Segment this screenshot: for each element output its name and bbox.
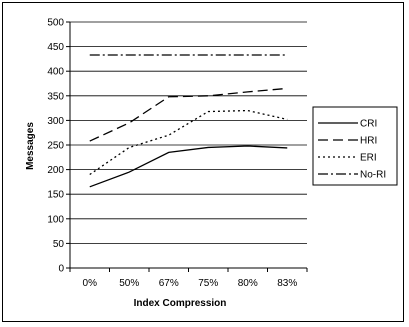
legend: CRI HRI ERI No-RI — [312, 106, 398, 186]
series-line-cri — [89, 145, 288, 188]
x-tick-label: 67% — [159, 278, 179, 289]
y-tick-label: 450 — [47, 42, 64, 53]
y-axis-label: Messages — [25, 122, 36, 170]
x-tick-label: 50% — [119, 278, 139, 289]
y-tick-labels: 0 50 100 150 200 250 300 350 400 450 500 — [47, 18, 64, 275]
legend-box — [312, 106, 398, 186]
series-lines — [89, 54, 288, 188]
series-line-eri — [89, 109, 288, 176]
y-tick-label: 100 — [47, 214, 64, 225]
legend-label-hri: HRI — [360, 136, 377, 147]
x-tick-labels: 0% 50% 67% 75% 80% 83% — [83, 278, 298, 289]
x-axis-label: Index Compression — [134, 298, 227, 309]
y-tick-label: 0 — [58, 264, 64, 275]
y-tick-label: 50 — [53, 239, 65, 250]
x-tick-label: 75% — [198, 278, 218, 289]
legend-label-no-ri: No-RI — [360, 170, 386, 181]
x-tick-label: 83% — [277, 278, 297, 289]
grid-lines — [70, 21, 307, 244]
axes — [66, 21, 308, 272]
y-tick-label: 200 — [47, 165, 64, 176]
y-tick-label: 400 — [47, 67, 64, 78]
legend-label-cri: CRI — [360, 119, 377, 130]
series-line-hri — [89, 87, 288, 142]
y-tick-label: 300 — [47, 116, 64, 127]
y-tick-label: 150 — [47, 190, 64, 201]
x-tick-label: 80% — [238, 278, 258, 289]
legend-label-eri: ERI — [360, 153, 377, 164]
y-tick-label: 500 — [47, 18, 64, 29]
y-tick-label: 350 — [47, 91, 64, 102]
y-tick-label: 250 — [47, 141, 64, 152]
x-tick-label: 0% — [83, 278, 98, 289]
